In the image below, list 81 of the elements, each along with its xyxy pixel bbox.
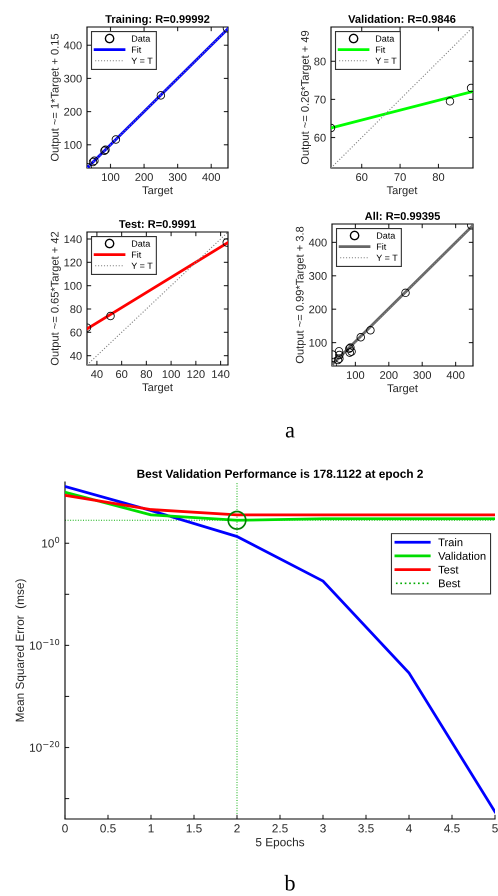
x-tick-label: 140 — [212, 370, 230, 378]
legend-label: Y = T — [376, 254, 398, 261]
chart-title: Training: R=0.99992 — [105, 14, 210, 26]
text: b — [284, 874, 295, 891]
x-tick-label: 200 — [380, 371, 398, 380]
y-tick-label: 40 — [70, 352, 82, 360]
x-tick-label: 60 — [116, 370, 128, 378]
legend-label: Data — [376, 35, 394, 42]
x-tick-label: 0 — [62, 824, 68, 833]
chart-title: Test: R=0.9991 — [118, 220, 196, 228]
y-tick-label: 200 — [309, 305, 327, 314]
legend-label: Train — [438, 538, 462, 546]
x-tick-label: 1 — [148, 824, 154, 832]
y-tick-label: 70 — [314, 96, 326, 104]
x-axis-title: Target — [387, 384, 418, 394]
legend-label: Fit — [376, 243, 386, 250]
y-tick-label: 200 — [64, 108, 82, 116]
x-tick-label: 5 — [492, 824, 498, 833]
y-tick-label: 400 — [308, 238, 327, 247]
y-tick-label: 10$^{−10}$ — [30, 638, 60, 650]
legend-label: Validation — [438, 552, 486, 560]
chart-title: All: R=0.99395 — [364, 212, 440, 220]
y-tick-label: 100 — [309, 338, 327, 347]
x-tick-label: 60 — [356, 173, 368, 182]
legend-label: Test — [438, 566, 458, 574]
y-tick-label: 300 — [64, 74, 82, 83]
x-tick-label: 100 — [102, 173, 120, 182]
chart-title: Validation: R=0.9846 — [348, 14, 456, 23]
y-tick-label: 400 — [64, 42, 82, 50]
legend-label: Y = T — [375, 58, 397, 64]
x-tick-label: 3 — [320, 824, 326, 833]
x-tick-label: 70 — [394, 173, 406, 182]
x-tick-label: 300 — [168, 173, 186, 182]
y-axis-title: Output ~= 0.99*Target + 3.8 — [296, 226, 306, 364]
x-tick-label: 2.5 — [272, 824, 288, 833]
y-tick-label: 120 — [64, 258, 82, 266]
legend-label: Fit — [132, 251, 142, 258]
y-axis-title: Output ~= 1*Target + 0.15 — [50, 34, 61, 162]
x-axis-title: Target — [386, 186, 418, 196]
chart-title: Best Validation Performance is 178.1122 at epoch 2 — [137, 469, 423, 480]
legend-label: Data — [132, 35, 150, 42]
x-tick-label: 100 — [346, 371, 364, 380]
x-tick-label: 200 — [135, 173, 153, 182]
x-tick-label: 1.5 — [186, 824, 202, 833]
legend-label: Fit — [132, 46, 142, 53]
legend-label: Data — [376, 232, 396, 239]
y-axis-title: Mean Squared Error (mse) — [15, 579, 26, 722]
y-tick-label: 300 — [309, 272, 327, 280]
x-axis-title: Target — [142, 186, 173, 196]
x-tick-label: 400 — [202, 173, 220, 182]
y-tick-label: 10$^{0}$ — [42, 536, 60, 548]
legend-label: Y = T — [131, 262, 153, 269]
y-tick-label: 60 — [314, 134, 326, 142]
legend-label: Y = T — [131, 58, 153, 64]
x-tick-label: 120 — [187, 370, 205, 378]
y-axis-title: Output ~= 0.26*Target + 49 — [300, 30, 312, 164]
x-tick-label: 4.5 — [444, 824, 460, 833]
legend-label: Data — [132, 240, 150, 247]
y-tick-label: 80 — [314, 58, 326, 66]
legend-label: Best — [439, 580, 460, 588]
x-tick-label: 2 — [234, 824, 240, 832]
y-axis-title: Output ~= 0.65*Target + 42 — [50, 232, 61, 366]
y-tick-label: 80 — [70, 305, 82, 314]
y-tick-label: 10$^{−20}$ — [30, 741, 60, 752]
y-tick-label: 100 — [64, 282, 82, 290]
y-tick-label: 60 — [70, 328, 82, 336]
x-tick-label: 300 — [413, 371, 432, 380]
x-tick-label: 3.5 — [358, 824, 374, 833]
x-tick-label: 80 — [432, 173, 444, 182]
x-tick-label: 4 — [406, 824, 412, 832]
legend-label: Fit — [376, 46, 386, 53]
x-tick-label: 400 — [446, 371, 464, 380]
x-axis-title: 5 Epochs — [256, 838, 304, 849]
text: a — [286, 426, 295, 438]
y-tick-label: 100 — [64, 141, 82, 149]
y-tick-label: 140 — [64, 235, 82, 244]
x-tick-label: 100 — [162, 370, 180, 378]
x-axis-title: Target — [142, 383, 173, 394]
x-tick-label: 40 — [90, 370, 103, 378]
x-tick-label: 0.5 — [100, 824, 116, 833]
x-tick-label: 80 — [140, 370, 152, 378]
